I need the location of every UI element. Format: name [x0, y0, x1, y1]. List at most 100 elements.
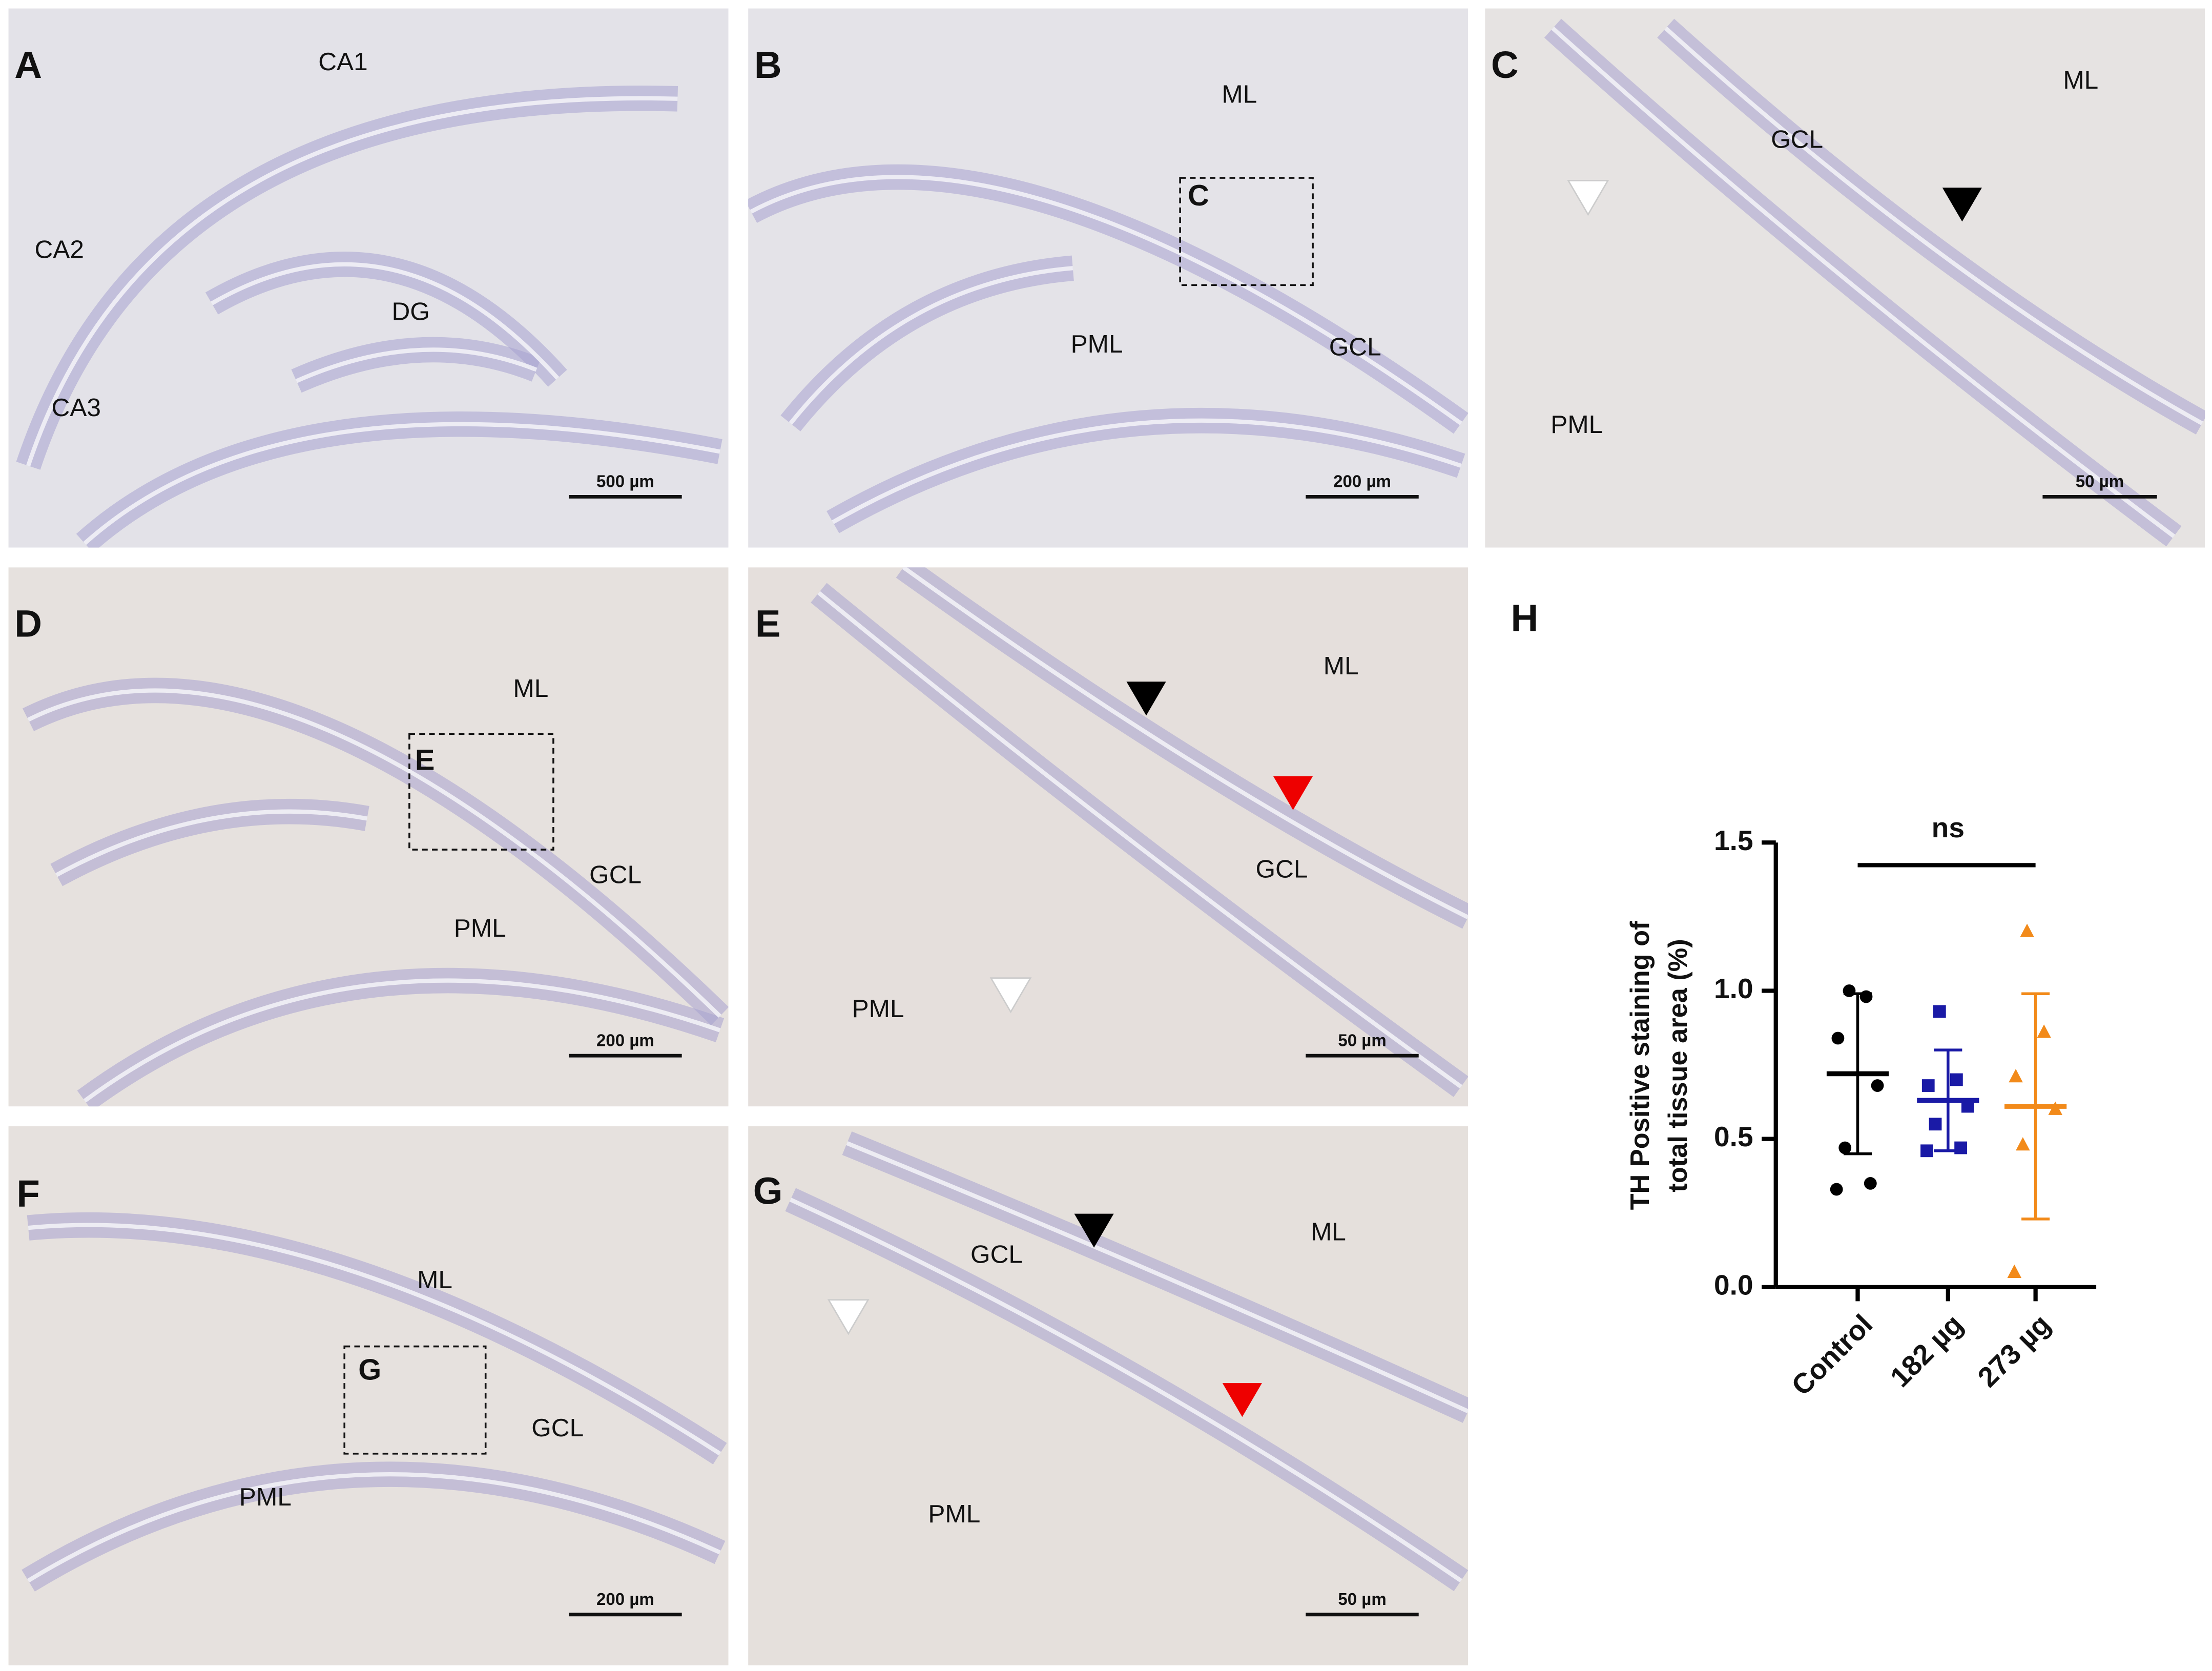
x-tick-label: 273 µg	[1972, 1308, 2057, 1393]
y-tick-label: 0.0	[1714, 1269, 1753, 1301]
data-point	[2037, 1024, 2051, 1038]
inset-label: E	[415, 744, 435, 777]
arrowhead	[989, 977, 1032, 1014]
region-label: ML	[1311, 1217, 1346, 1246]
data-point	[1871, 1079, 1884, 1092]
region-label: PML	[1071, 329, 1123, 358]
y-tick-label: 0.5	[1714, 1121, 1753, 1152]
scale-bar-label: 50 µm	[2076, 472, 2124, 491]
region-label: ML	[417, 1265, 452, 1294]
data-point	[1838, 1141, 1852, 1154]
micrograph-panel	[8, 8, 729, 548]
scale-bar-label: 200 µm	[596, 1590, 654, 1609]
panel-letter: C	[1491, 44, 1519, 86]
cell-layer-edge	[846, 1141, 1469, 1413]
y-tick-label: 1.0	[1714, 973, 1753, 1004]
region-label: ML	[513, 674, 548, 703]
arrowhead	[1273, 776, 1313, 810]
micrograph-background	[748, 1126, 1469, 1665]
x-tick-label: 182 µg	[1884, 1308, 1969, 1393]
cell-layer-edge	[1664, 27, 2203, 425]
data-point	[2020, 923, 2034, 937]
arrowhead	[1074, 1213, 1114, 1248]
data-point	[2009, 1069, 2023, 1083]
region-label: PML	[852, 994, 904, 1023]
data-point	[1933, 1005, 1946, 1018]
scale-bar-label: 50 µm	[1338, 1590, 1386, 1609]
panel-letter: H	[1511, 597, 1538, 639]
data-point	[1954, 1141, 1968, 1154]
region-label: DG	[391, 297, 429, 326]
panel-letter: E	[755, 603, 781, 645]
inset-box	[408, 733, 554, 851]
y-axis-label: TH Positive staining of	[1625, 921, 1655, 1210]
significance-label: ns	[1932, 812, 1965, 843]
region-label: CA1	[318, 47, 367, 76]
cell-layer-edge	[27, 688, 721, 1018]
region-label: PML	[1551, 410, 1603, 439]
cell-layer-edge	[211, 262, 560, 380]
cell-layer-edge	[26, 96, 678, 467]
region-label: ML	[2063, 66, 2098, 94]
cell-layer-edge	[789, 266, 1073, 425]
data-point	[1864, 1177, 1877, 1190]
cell-layer-edge	[790, 1198, 1462, 1583]
x-tick-label: Control	[1785, 1308, 1878, 1401]
arrowhead	[827, 1299, 870, 1335]
y-tick-label: 1.5	[1714, 824, 1753, 856]
inset-label: C	[1188, 179, 1209, 212]
data-point	[1859, 990, 1873, 1003]
cell-layer-edge	[750, 175, 1462, 425]
region-label: GCL	[1329, 332, 1381, 361]
scale-bar-label: 200 µm	[596, 1031, 654, 1050]
micrograph-panel	[748, 8, 1469, 548]
cell-layer-edge	[55, 809, 368, 877]
micrograph-panel	[8, 567, 729, 1107]
data-point	[1921, 1079, 1935, 1092]
data-point	[1950, 1073, 1963, 1086]
panel-letter: D	[14, 603, 42, 645]
data-point	[1843, 984, 1856, 997]
region-label: ML	[1222, 79, 1257, 108]
cell-layer-edge	[817, 591, 1462, 1089]
micrograph-background	[748, 8, 1469, 548]
region-label: ML	[1324, 651, 1359, 680]
micrograph-panel	[1485, 8, 2205, 548]
data-point	[1831, 1032, 1845, 1045]
panel-letter: G	[753, 1170, 783, 1212]
panel-letter: A	[14, 44, 42, 86]
region-label: PML	[928, 1499, 980, 1528]
cell-layer-edge	[27, 1472, 721, 1583]
micrograph-panel	[748, 567, 1469, 1107]
scale-bar-label: 50 µm	[1338, 1031, 1386, 1050]
arrowhead	[1567, 180, 1609, 216]
region-label: GCL	[531, 1413, 584, 1442]
inset-label: G	[358, 1353, 381, 1386]
micrograph-panel	[8, 1126, 729, 1665]
data-point	[1929, 1118, 1942, 1131]
data-point	[1920, 1144, 1933, 1158]
region-label: GCL	[970, 1240, 1023, 1268]
region-label: GCL	[1256, 854, 1308, 883]
data-point	[1830, 1183, 1843, 1196]
cell-layer-edge	[28, 1223, 721, 1456]
scale-bar-label: 500 µm	[596, 472, 654, 491]
data-point	[2016, 1137, 2030, 1151]
panel-letter: F	[16, 1172, 39, 1215]
cell-layer-edge	[1551, 27, 2176, 538]
region-label: CA3	[52, 393, 101, 422]
arrowhead	[1222, 1383, 1262, 1417]
region-label: PML	[454, 914, 506, 942]
arrowhead	[1126, 682, 1166, 716]
region-label: GCL	[589, 860, 642, 889]
cell-layer-edge	[83, 978, 721, 1103]
cell-layer-edge	[832, 418, 1462, 524]
data-point	[2007, 1264, 2022, 1278]
micrograph-panel	[748, 1126, 1469, 1665]
y-axis-label: total tissue area (%)	[1663, 939, 1693, 1192]
cell-layer-edge	[83, 422, 720, 545]
inset-box	[343, 1345, 487, 1455]
region-label: GCL	[1771, 125, 1823, 154]
scale-bar-label: 200 µm	[1333, 472, 1391, 491]
